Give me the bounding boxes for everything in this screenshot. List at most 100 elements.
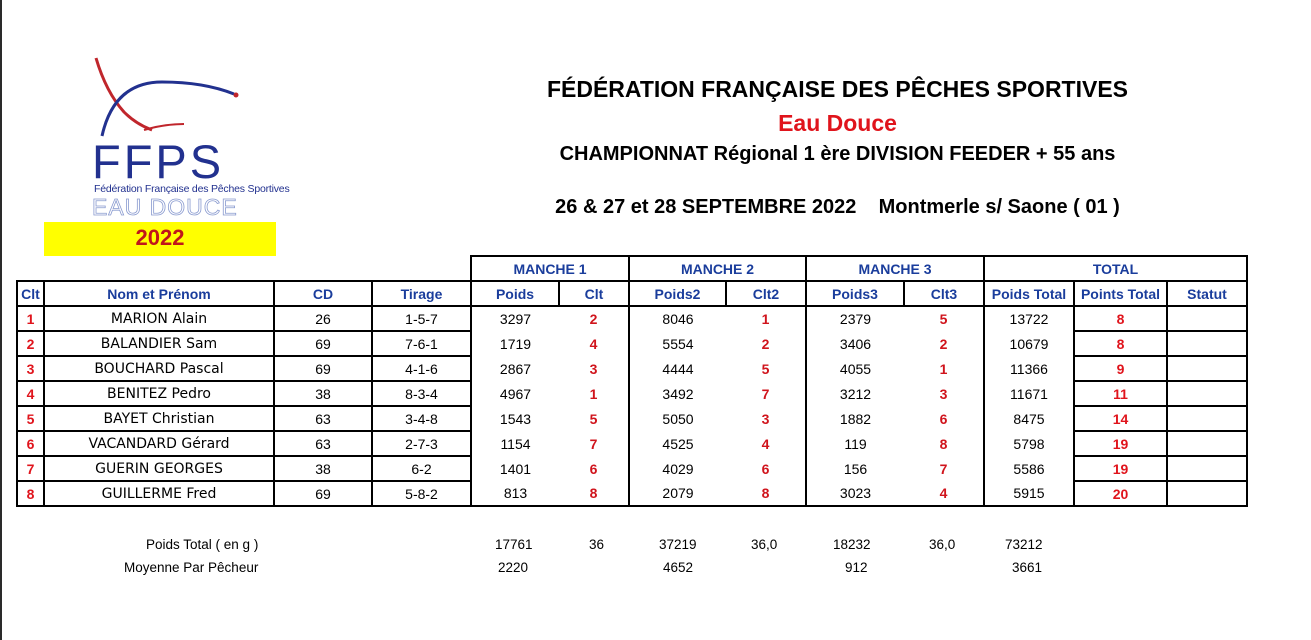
cell-poids2: 5050: [628, 406, 726, 431]
cell-clt1: 3: [589, 360, 598, 377]
date-location: 26 & 27 et 28 SEPTEMBRE 2022 Montmerle s…: [555, 196, 1120, 218]
cell-name: GUERIN GEORGES: [43, 455, 275, 482]
cell-tirage: 1-5-7: [371, 305, 472, 332]
cell-clt1: 6: [589, 460, 598, 477]
cell-poids-total: 8475: [1013, 410, 1045, 427]
cell-name: BOUCHARD Pascal: [43, 355, 275, 382]
cell-clt: 1: [16, 305, 45, 332]
cell-clt3: 4: [904, 481, 985, 507]
cell-tirage: 5-8-2: [371, 480, 472, 507]
cell-poids2: 3492: [628, 381, 726, 406]
cell-cd: 26: [273, 305, 373, 332]
cell-points-total: 19: [1073, 455, 1168, 482]
results-table: MANCHE 1 MANCHE 2 MANCHE 3 TOTAL Clt Nom…: [16, 255, 1248, 507]
ffps-logo: FFPS Fédération Française des Pêches Spo…: [44, 52, 290, 256]
moyenne-m1: 2220: [498, 560, 529, 575]
col-poids: Poids: [470, 280, 560, 307]
cell-clt: 7: [16, 455, 45, 482]
cell-cd: 38: [273, 380, 373, 407]
cell-poids1: 1154: [470, 431, 559, 456]
cell-cd: 69: [273, 330, 373, 357]
cell-poids2: 4525: [628, 431, 726, 456]
group-manche-1: MANCHE 1: [470, 255, 630, 281]
cell-clt2: 8: [726, 481, 806, 507]
cell-tirage: 7-6-1: [371, 330, 472, 357]
cell-poids-total: 11671: [1010, 385, 1048, 402]
cell-clt3: 8: [904, 431, 985, 456]
poids-total-c2: 36,0: [751, 537, 778, 552]
cell-points-total: 9: [1073, 355, 1168, 382]
table-row: 6 VACANDARD Gérard 63 2-7-3 1154 7 4525 4 119 8 57…: [16, 430, 1248, 457]
cell-poids3: 1882: [805, 406, 904, 431]
cell-clt1: 5: [589, 410, 598, 427]
cell-tirage: 8-3-4: [371, 380, 472, 407]
moyenne-total: 3661: [1012, 560, 1043, 575]
table-row: 1 MARION Alain 26 1-5-7 3297 2 8046 1 2379 5 13722…: [16, 305, 1248, 332]
cell-poids1: 2867: [470, 356, 559, 381]
cell-tirage: 2-7-3: [371, 430, 472, 457]
cell-poids-total: 10679: [1009, 335, 1049, 352]
cell-clt1: 8: [559, 481, 629, 507]
poids-total-c3: 36,0: [929, 537, 956, 552]
group-header-spacer: [17, 256, 471, 282]
cell-poids-total: 13722: [1009, 311, 1049, 327]
col-tirage: Tirage: [371, 280, 472, 307]
cell-points-total: 8: [1073, 330, 1168, 357]
cell-clt2: 5: [761, 360, 770, 377]
cell-clt: 5: [16, 405, 45, 432]
logo-subtitle: Fédération Française des Pêches Sportive…: [94, 183, 290, 195]
poids-total-total: 73212: [1005, 537, 1043, 552]
moyenne-m3: 912: [845, 560, 868, 575]
cell-poids2: 5554: [628, 331, 726, 356]
cell-name: VACANDARD Gérard: [43, 430, 275, 457]
cell-statut: [1166, 480, 1248, 507]
federation-title: FÉDÉRATION FRANÇAISE DES PÊCHES SPORTIVE…: [546, 76, 1129, 102]
cell-clt2: 6: [761, 460, 770, 477]
cell-clt1: 1: [589, 385, 598, 402]
cell-statut: [1166, 430, 1248, 457]
table-row: 2 BALANDIER Sam 69 7-6-1 1719 4 5554 2 3406 2 1067…: [16, 330, 1248, 357]
cell-clt1: 4: [589, 335, 598, 352]
cell-clt: 2: [16, 330, 45, 357]
moyenne-m2: 4652: [663, 560, 694, 575]
cell-tirage: 3-4-8: [371, 405, 472, 432]
cell-poids-total: 5586: [1013, 460, 1045, 477]
cell-clt: 3: [16, 355, 45, 382]
cell-statut: [1166, 330, 1248, 357]
poids-total-m3: 18232: [833, 537, 871, 552]
cell-clt2: 1: [761, 311, 770, 327]
cell-poids1: 813: [470, 481, 559, 507]
logo-eau-douce: EAU DOUCE: [92, 194, 238, 220]
col-poids2: Poids2: [628, 280, 727, 307]
cell-clt2: 3: [761, 410, 770, 427]
table-row: 7 GUERIN GEORGES 38 6-2 1401 6 4029 6 156 7 5586 19: [16, 455, 1248, 482]
cell-clt3: 7: [904, 456, 985, 481]
poids-total-m2: 37219: [659, 537, 697, 552]
cell-name: GUILLERME Fred: [43, 480, 275, 507]
col-poids3: Poids3: [805, 280, 905, 307]
table-row: 8 GUILLERME Fred 69 5-8-2 813 8 2079 8 3023 4 5915…: [16, 480, 1248, 507]
cell-name: MARION Alain: [43, 305, 275, 332]
cell-clt3: 5: [904, 306, 985, 331]
cell-cd: 38: [273, 455, 373, 482]
cell-poids1: 1719: [470, 331, 559, 356]
col-poids-total: Poids Total: [983, 280, 1075, 307]
col-clt1: Clt: [558, 280, 630, 307]
cell-clt3: 2: [904, 331, 985, 356]
col-clt2: Clt2: [725, 280, 807, 307]
cell-statut: [1166, 405, 1248, 432]
cell-clt: 8: [16, 480, 45, 507]
cell-cd: 63: [273, 430, 373, 457]
championship-title: CHAMPIONNAT Régional 1 ère DIVISION FEED…: [559, 143, 1116, 165]
group-total: TOTAL: [984, 255, 1248, 281]
cell-clt3: 1: [904, 356, 985, 381]
cell-cd: 63: [273, 405, 373, 432]
cell-clt3: 3: [904, 381, 985, 406]
cell-points-total: 19: [1073, 430, 1168, 457]
cell-poids2: 4444: [628, 356, 726, 381]
cell-points-total: 14: [1073, 405, 1168, 432]
cell-poids2: 8046: [628, 306, 726, 331]
logo-acronym: FFPS: [92, 135, 225, 188]
group-manche-3: MANCHE 3: [806, 255, 985, 281]
col-statut: Statut: [1166, 280, 1248, 307]
